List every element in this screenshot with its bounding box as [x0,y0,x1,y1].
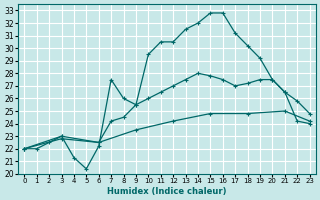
X-axis label: Humidex (Indice chaleur): Humidex (Indice chaleur) [107,187,227,196]
